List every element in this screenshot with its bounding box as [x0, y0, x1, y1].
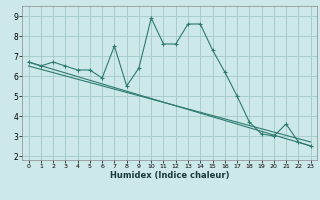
X-axis label: Humidex (Indice chaleur): Humidex (Indice chaleur) — [110, 171, 229, 180]
